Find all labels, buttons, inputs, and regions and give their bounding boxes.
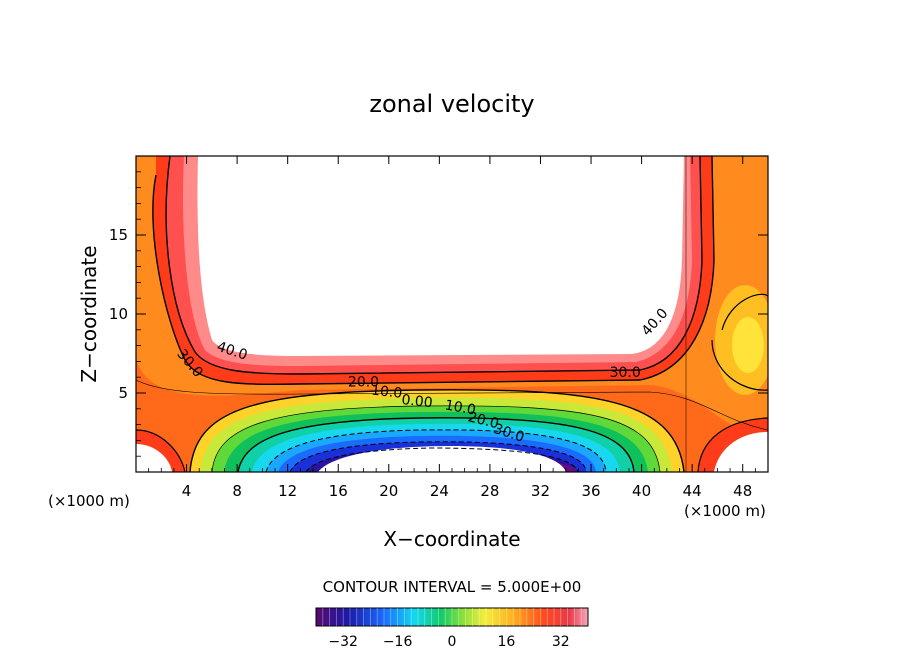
colorbar-tick-label: 16 — [497, 634, 515, 650]
chart-title: zonal velocity — [369, 90, 534, 118]
contour-10 — [211, 405, 661, 472]
contour-label: 20.0 — [348, 375, 379, 391]
x-tick-label: 44 — [683, 482, 702, 500]
well-white-core — [318, 446, 566, 472]
contour-neg-20 — [289, 441, 587, 472]
x-tick-label: 20 — [379, 482, 398, 500]
contour-label: 10.0 — [370, 383, 403, 402]
contour-label: 20.0 — [466, 409, 500, 432]
contour-right-core — [711, 293, 768, 391]
x-tick-label: 40 — [632, 482, 651, 500]
corner-right-white — [714, 432, 768, 472]
x-tick-label: 32 — [531, 482, 550, 500]
x-tick-label: 12 — [278, 482, 297, 500]
contour-label: 10.0 — [444, 397, 477, 418]
x-tick-label: 4 — [182, 482, 192, 500]
colorbar-tick-label: 0 — [448, 634, 457, 650]
x-tick-label: 24 — [430, 482, 449, 500]
contour-neg-10 — [265, 429, 607, 472]
yellow-peak-right — [732, 317, 764, 373]
jet-white-core — [197, 156, 684, 356]
x-axis: 4 8 12 16 20 24 28 32 36 40 44 48 — [148, 156, 756, 500]
x-axis-label: X−coordinate — [383, 527, 520, 551]
colorbar-tick-label: −16 — [383, 634, 413, 650]
contour-30 — [152, 156, 715, 386]
y-axis: 5 10 15 — [109, 171, 768, 457]
contour-label: 30.0 — [610, 365, 641, 381]
colorbar-tick-label: −32 — [328, 634, 358, 650]
x-tick-label: 36 — [581, 482, 600, 500]
contour-20 — [189, 389, 685, 472]
y-tick-label: 10 — [109, 305, 128, 323]
contour-25 — [136, 379, 768, 431]
corner-left-white — [136, 444, 172, 472]
x-unit-right: (×1000 m) — [684, 502, 766, 520]
x-tick-label: 48 — [733, 482, 752, 500]
y-tick-label: 15 — [109, 226, 128, 244]
contour-40 — [165, 156, 703, 375]
contour-label: 0.00 — [401, 392, 434, 411]
y-axis-label: Z−coordinate — [77, 245, 101, 382]
x-tick-label: 16 — [329, 482, 348, 500]
colorbar — [315, 607, 589, 627]
contour-corners — [136, 417, 768, 472]
contour-neg-30 — [305, 447, 579, 472]
x-tick-label: 28 — [480, 482, 499, 500]
contour-0 — [237, 417, 635, 472]
colorbar-segments — [322, 608, 582, 626]
x-unit-left: (×1000 m) — [48, 492, 130, 510]
contour-field: 40.030.040.030.020.010.00.00 10.020.030.0 — [136, 156, 768, 472]
colorbar-tick-label: 32 — [552, 634, 570, 650]
y-tick-label: 5 — [118, 384, 128, 402]
colorbar-ticks: −32 −16 0 16 32 — [328, 634, 569, 650]
contour-interval-text: CONTOUR INTERVAL = 5.000E+00 — [323, 578, 582, 596]
x-tick-label: 8 — [232, 482, 242, 500]
contour-lines — [136, 156, 768, 472]
